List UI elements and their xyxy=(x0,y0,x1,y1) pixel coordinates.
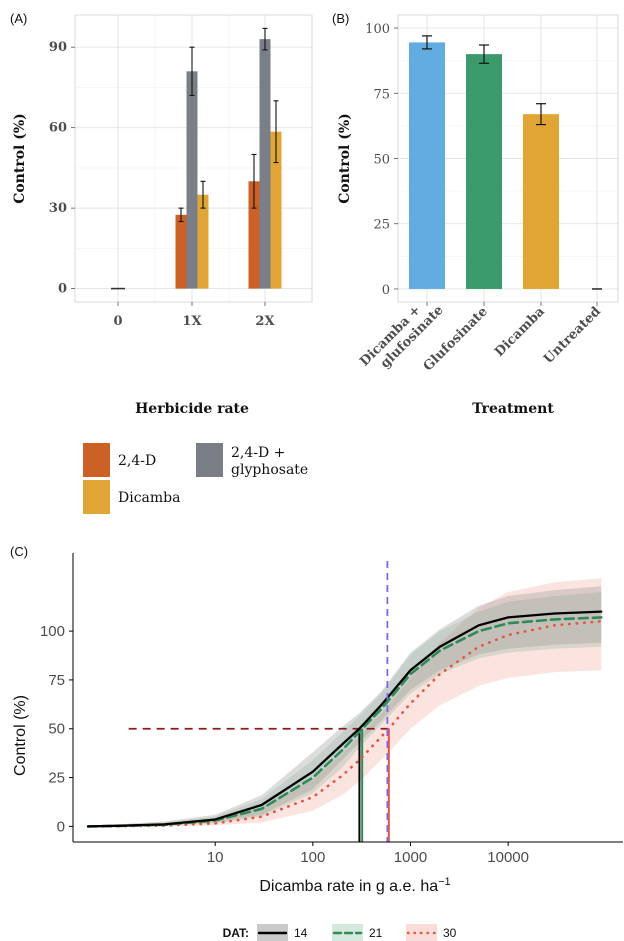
x-axis-title: Treatment xyxy=(472,401,554,417)
y-tick-label: 75 xyxy=(373,87,390,102)
panel-a: (A) 0 30 60 90 0 1X 2X Control (%) Herbicide rate xyxy=(10,11,313,417)
bar-0 xyxy=(409,42,445,289)
x-axis-title: Dicamba rate in g a.e. ha−1 xyxy=(259,876,450,895)
legend-swatch-dicamba xyxy=(83,480,110,514)
x-axis-title: Herbicide rate xyxy=(135,401,249,417)
panel-c: (C) 0 25 50 75 100 10 100 1000 10000 Control (%) Di… xyxy=(10,544,623,895)
confidence-band-30 xyxy=(88,578,602,827)
y-tick-label: 90 xyxy=(49,40,67,55)
legend-label-21: 21 xyxy=(369,926,383,940)
y-tick-label: 30 xyxy=(49,201,67,216)
y-tick-label: 25 xyxy=(373,218,390,233)
bar-24dglyphosate-1x xyxy=(186,71,198,289)
legend-swatch-24d-glyphosate xyxy=(196,443,223,477)
y-tick-label: 0 xyxy=(57,818,65,835)
panel-a-legend: 2,4-D 2,4-D +glyphosate Dicamba xyxy=(83,443,308,514)
y-tick-label: 25 xyxy=(48,770,65,787)
x-tick-label: 2X xyxy=(255,314,275,329)
bar-24d-2x xyxy=(248,181,260,289)
bar-1 xyxy=(466,54,502,289)
x-tick-label: 10000 xyxy=(487,849,529,866)
legend-swatch-24d xyxy=(83,443,110,477)
panel-a-label: (A) xyxy=(10,11,27,26)
confidence-band-21 xyxy=(88,592,602,827)
y-tick-label: 75 xyxy=(48,672,65,689)
panel-c-legend: DAT: 14 21 30 xyxy=(223,924,457,941)
y-tick-label: 50 xyxy=(48,721,65,738)
legend-label-24d: 2,4-D xyxy=(118,453,156,469)
x-tick-label: 0 xyxy=(113,314,122,329)
legend-title: DAT: xyxy=(223,926,249,940)
panel-a-frame xyxy=(74,14,313,303)
x-tick-label: 100 xyxy=(300,849,325,866)
legend-label-24d-glyphosate-line2: glyphosate xyxy=(231,462,308,478)
y-tick-label: 60 xyxy=(49,121,67,136)
y-axis-title: Control (%) xyxy=(12,113,28,204)
x-tick-label: 10 xyxy=(207,849,224,866)
legend-label-14: 14 xyxy=(294,926,308,940)
panel-b-label: (B) xyxy=(332,11,349,26)
legend-label-30: 30 xyxy=(443,926,457,940)
x-tick-label: 1000 xyxy=(394,849,427,866)
bar-24d-1x xyxy=(175,214,187,289)
panel-c-label: (C) xyxy=(10,544,28,559)
legend-label-24d-glyphosate-line1: 2,4-D + xyxy=(231,445,285,461)
confidence-band-14 xyxy=(88,586,602,827)
y-tick-label: 50 xyxy=(373,153,390,168)
bar-2 xyxy=(523,114,559,289)
x-tick-label: Untreated xyxy=(541,304,604,367)
y-tick-label: 100 xyxy=(365,22,390,37)
bar-24dglyphosate-2x xyxy=(259,39,271,289)
x-tick-label: 1X xyxy=(182,314,202,329)
bar-dicamba-2x xyxy=(270,131,282,289)
y-axis-title: Control (%) xyxy=(12,695,29,776)
curve-dat-14 xyxy=(86,610,603,828)
y-tick-label: 100 xyxy=(40,623,65,640)
legend-label-dicamba: Dicamba xyxy=(118,490,180,506)
y-tick-label: 0 xyxy=(58,282,67,297)
y-axis-title: Control (%) xyxy=(337,113,353,204)
y-tick-label: 0 xyxy=(382,283,390,298)
x-tick-label: Dicamba xyxy=(492,304,548,360)
bar-dicamba-1x xyxy=(197,194,209,289)
